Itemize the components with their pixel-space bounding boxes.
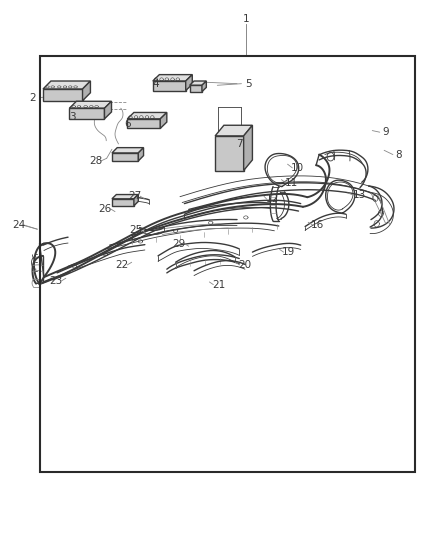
Polygon shape: [201, 81, 206, 92]
Polygon shape: [160, 112, 166, 128]
Text: 9: 9: [381, 127, 388, 137]
Text: 2: 2: [29, 93, 36, 102]
Polygon shape: [127, 119, 160, 128]
Text: 24: 24: [12, 220, 25, 230]
Text: 11: 11: [284, 178, 297, 188]
Text: 27: 27: [128, 191, 141, 201]
Text: 20: 20: [238, 260, 251, 270]
Text: 1: 1: [242, 14, 249, 23]
Polygon shape: [127, 112, 166, 119]
Polygon shape: [189, 85, 201, 92]
Polygon shape: [138, 148, 143, 161]
Polygon shape: [82, 81, 90, 101]
Text: 7: 7: [235, 139, 242, 149]
Polygon shape: [215, 136, 243, 171]
Text: 28: 28: [89, 156, 102, 166]
Text: 10: 10: [290, 163, 304, 173]
Text: 4: 4: [152, 79, 159, 88]
Polygon shape: [112, 199, 134, 206]
Polygon shape: [185, 75, 192, 91]
Text: 23: 23: [49, 276, 63, 286]
Polygon shape: [152, 75, 192, 81]
Text: 3: 3: [69, 112, 76, 122]
Polygon shape: [189, 81, 206, 85]
Text: 16: 16: [311, 220, 324, 230]
Text: 12: 12: [265, 195, 278, 204]
Polygon shape: [112, 195, 138, 199]
Polygon shape: [215, 125, 252, 136]
Text: 21: 21: [212, 280, 225, 289]
Polygon shape: [112, 148, 143, 153]
Polygon shape: [43, 81, 90, 89]
Polygon shape: [152, 81, 185, 91]
Polygon shape: [69, 108, 104, 119]
Text: 22: 22: [115, 260, 128, 270]
Text: 13: 13: [352, 190, 365, 200]
Polygon shape: [43, 89, 82, 101]
Polygon shape: [112, 153, 138, 161]
Text: 26: 26: [99, 204, 112, 214]
Text: 5: 5: [244, 79, 251, 88]
Text: 19: 19: [282, 247, 295, 257]
Polygon shape: [104, 101, 111, 119]
Polygon shape: [243, 125, 252, 171]
Text: 6: 6: [124, 119, 131, 128]
Polygon shape: [134, 195, 138, 206]
Text: 8: 8: [394, 150, 401, 159]
Text: 29: 29: [172, 239, 185, 248]
Bar: [39, 56, 414, 472]
Text: 25: 25: [129, 225, 142, 235]
Polygon shape: [69, 101, 111, 108]
